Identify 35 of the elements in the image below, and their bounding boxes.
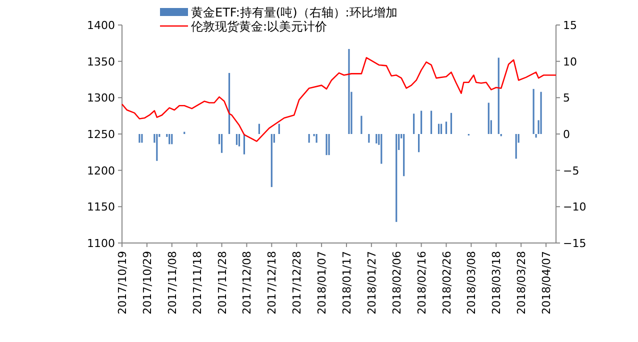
x-tick-label: 2018/02/16 [415, 251, 428, 314]
x-tick-label: 2018/03/08 [465, 251, 478, 314]
y-tick-label: 1100 [87, 237, 115, 250]
x-tick-label: 2017/12/18 [266, 251, 279, 314]
y2-tick-label: −15 [563, 237, 586, 250]
legend-label: 伦敦现货黄金:以美元计价 [191, 20, 328, 34]
y2-tick-label: 0 [563, 128, 570, 141]
x-tick-label: 2018/01/17 [340, 251, 354, 314]
y-tick-label: 1250 [87, 128, 115, 141]
x-tick-label: 2017/12/08 [240, 251, 254, 314]
y2-tick-label: 5 [563, 92, 570, 105]
y2-tick-label: 15 [563, 19, 577, 32]
x-tick-label: 2017/10/29 [140, 251, 154, 314]
x-tick-label: 2018/02/26 [440, 251, 454, 314]
x-tick-label: 2018/01/07 [316, 251, 329, 314]
y2-tick-label: −5 [563, 164, 580, 178]
y2-tick-label: −10 [563, 200, 586, 214]
y-tick-label: 1350 [87, 55, 115, 68]
x-tick-label: 2017/11/28 [216, 251, 229, 314]
y-tick-label: 1200 [87, 164, 115, 178]
line-series [121, 57, 557, 142]
x-tick-label: 2017/11/18 [190, 251, 204, 314]
x-tick-label: 2018/03/18 [490, 251, 504, 314]
y-tick-label: 1300 [87, 92, 115, 105]
x-tick-label: 2017/12/28 [290, 251, 304, 314]
y2-tick-label: 10 [563, 55, 577, 68]
x-tick-label: 2017/10/19 [116, 251, 129, 314]
x-tick-label: 2018/01/27 [365, 251, 378, 314]
y-tick-label: 1400 [87, 19, 115, 32]
y-tick-label: 1150 [87, 200, 115, 214]
x-tick-label: 2017/11/08 [166, 251, 179, 314]
x-tick-label: 2018/02/06 [390, 251, 404, 314]
legend-label: 黄金ETF:持有量(吨)（右轴）:环比增加 [191, 6, 398, 20]
x-tick-label: 2018/04/07 [540, 251, 554, 314]
x-tick-label: 2018/03/28 [515, 251, 528, 314]
